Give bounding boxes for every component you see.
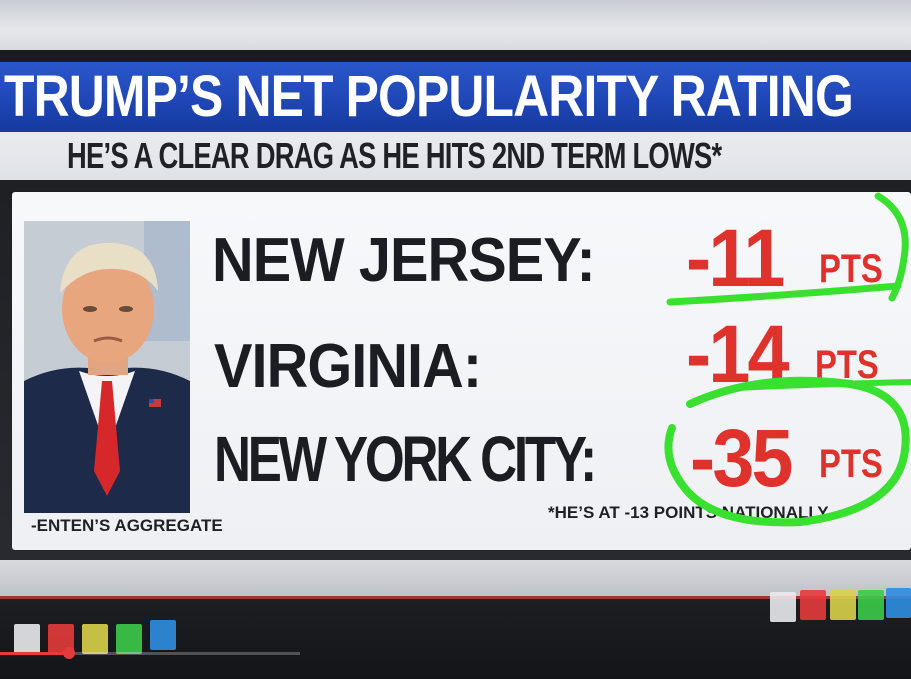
graphic-subtitle: HE’S A CLEAR DRAG AS HE HITS 2ND TERM LO… bbox=[67, 135, 722, 176]
title-bar bbox=[0, 62, 911, 132]
color-tile-blue-right bbox=[886, 588, 911, 618]
video-progress-fill bbox=[0, 652, 69, 655]
video-progress-handle[interactable] bbox=[63, 647, 75, 659]
lower-studio-bar bbox=[0, 560, 911, 596]
row-unit-new-jersey: PTS bbox=[819, 247, 883, 291]
row-unit-virginia: PTS bbox=[815, 343, 879, 387]
video-progress-track[interactable] bbox=[0, 652, 300, 655]
footnote-source: -ENTEN’S AGGREGATE bbox=[31, 516, 223, 535]
row-unit-new-york-city: PTS bbox=[819, 442, 883, 486]
red-accent-line bbox=[0, 596, 911, 599]
portrait-figure bbox=[24, 221, 190, 513]
color-tile-red-right bbox=[800, 590, 826, 620]
color-tile-green-left bbox=[116, 624, 142, 654]
footnote-national: *HE’S AT -13 POINTS NATIONALLY bbox=[548, 503, 829, 522]
portrait-photo bbox=[24, 221, 190, 513]
graphic-title: TRUMP’S NET POPULARITY RATING bbox=[4, 64, 854, 129]
color-tile-white-left bbox=[14, 624, 40, 654]
row-value-virginia: -14 bbox=[686, 309, 790, 400]
subtitle-band bbox=[0, 132, 911, 180]
color-tile-yellow-right bbox=[830, 590, 856, 620]
row-label-new-jersey: NEW JERSEY: bbox=[212, 226, 596, 295]
row-label-new-york-city: NEW YORK CITY: bbox=[214, 423, 597, 495]
color-tile-blue-left bbox=[150, 620, 176, 650]
color-tile-white-right bbox=[770, 592, 796, 622]
row-value-new-jersey: -11 bbox=[686, 213, 785, 304]
row-value-new-york-city: -35 bbox=[690, 413, 794, 504]
top-light-band bbox=[0, 0, 911, 50]
row-label-virginia: VIRGINIA: bbox=[214, 332, 482, 401]
color-tile-yellow-left bbox=[82, 624, 108, 654]
color-tile-green-right bbox=[858, 590, 884, 620]
